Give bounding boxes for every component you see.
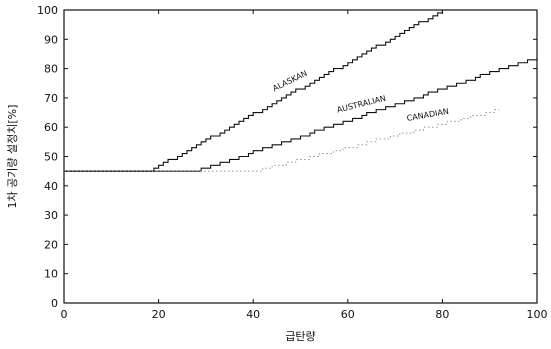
y-tick-label: 50 xyxy=(44,151,58,164)
series-label-canadian: CANADIAN xyxy=(406,107,449,123)
series-label-australian: AUSTRALIAN xyxy=(336,94,387,115)
y-tick-label: 100 xyxy=(37,4,58,17)
series-line-canadian xyxy=(64,109,500,172)
y-tick-label: 10 xyxy=(44,268,58,281)
x-tick-label: 20 xyxy=(152,308,166,321)
plot-layer xyxy=(64,10,538,172)
y-tick-label: 20 xyxy=(44,238,58,251)
y-tick-label: 60 xyxy=(44,121,58,134)
axis-layer xyxy=(63,9,538,304)
x-tick-label: 60 xyxy=(341,308,355,321)
x-tick-label: 100 xyxy=(527,308,548,321)
y-tick-label: 0 xyxy=(51,297,58,310)
x-tick-label: 0 xyxy=(61,308,68,321)
plot-frame xyxy=(63,9,538,304)
y-tick-label: 30 xyxy=(44,209,58,222)
y-tick-label: 90 xyxy=(44,33,58,46)
y-axis-label: 1차 공기량 설정치[%] xyxy=(6,105,19,209)
x-tick-label: 40 xyxy=(246,308,260,321)
series-line-australian xyxy=(64,56,538,172)
y-tick-label: 40 xyxy=(44,180,58,193)
y-tick-label: 80 xyxy=(44,63,58,76)
series-line-alaskan xyxy=(64,10,443,172)
y-tick-label: 70 xyxy=(44,92,58,105)
x-tick-label: 80 xyxy=(435,308,449,321)
x-axis-label: 급탄량 xyxy=(285,330,315,343)
